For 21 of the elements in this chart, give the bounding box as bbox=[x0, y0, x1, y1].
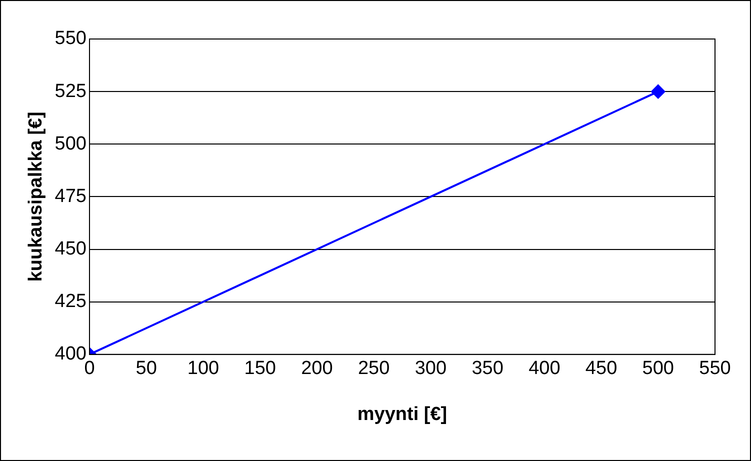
y-tick-label: 400 bbox=[54, 344, 86, 365]
y-tick-label: 525 bbox=[54, 80, 86, 102]
x-axis-title: myynti [€] bbox=[357, 404, 448, 425]
x-tick-label: 50 bbox=[136, 358, 157, 380]
x-tick-label: 200 bbox=[301, 358, 333, 380]
y-tick-label: 425 bbox=[54, 291, 86, 312]
x-tick-label: 250 bbox=[358, 358, 390, 380]
x-tick-label: 550 bbox=[699, 358, 731, 380]
y-tick-label: 475 bbox=[54, 186, 86, 207]
y-axis-title: kuukausipalkka [€] bbox=[26, 112, 47, 282]
x-tick-label: 500 bbox=[642, 358, 674, 380]
x-tick-label: 150 bbox=[244, 358, 276, 380]
y-tick-label: 550 bbox=[54, 28, 86, 50]
x-tick-label: 300 bbox=[414, 358, 447, 380]
y-tick-label: 450 bbox=[54, 238, 86, 260]
x-tick-label: 400 bbox=[528, 358, 560, 380]
x-tick-label: 350 bbox=[472, 358, 504, 380]
y-tick-label: 500 bbox=[54, 133, 86, 154]
x-tick-label: 0 bbox=[84, 358, 95, 380]
x-tick-label: 450 bbox=[585, 358, 618, 380]
x-tick-label: 100 bbox=[187, 358, 220, 380]
